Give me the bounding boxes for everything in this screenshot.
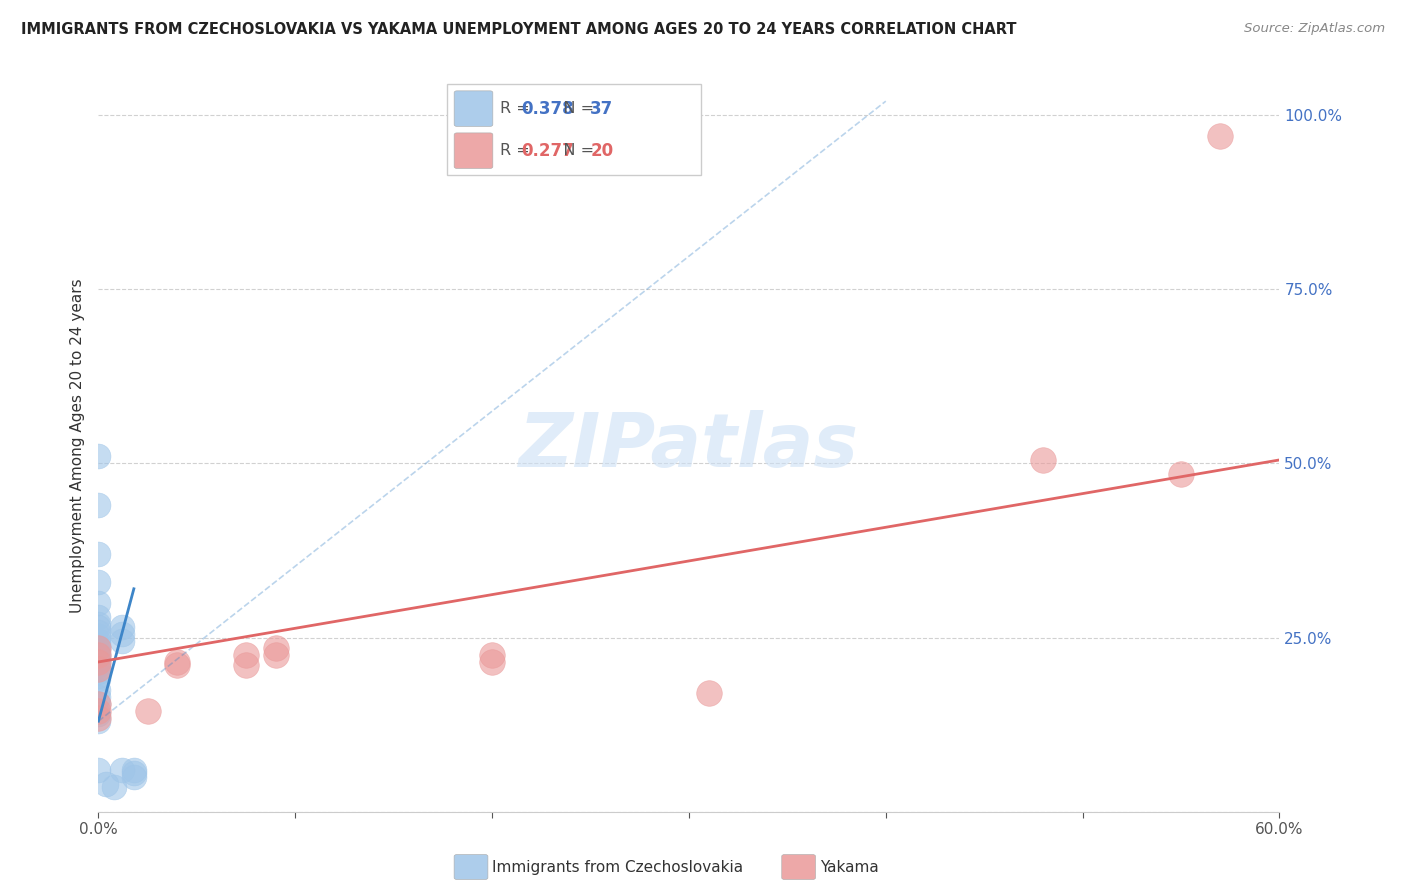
Point — [87, 640, 110, 655]
Point — [87, 658, 110, 673]
Text: N =: N = — [548, 101, 599, 116]
Point — [87, 616, 110, 631]
Text: 0.277: 0.277 — [522, 142, 575, 160]
Point — [235, 648, 257, 662]
Point — [87, 697, 110, 711]
Point — [111, 620, 134, 634]
Point — [96, 777, 118, 791]
Point — [136, 704, 159, 718]
Point — [87, 648, 110, 662]
Point — [87, 673, 110, 687]
Point — [87, 669, 110, 683]
Point — [87, 450, 110, 464]
Point — [87, 707, 110, 722]
Point — [87, 634, 110, 648]
Text: R =: R = — [501, 101, 536, 116]
Point — [87, 640, 110, 655]
Point — [235, 658, 257, 673]
Point — [87, 690, 110, 704]
Point — [87, 662, 110, 676]
Point — [87, 655, 110, 669]
Point — [87, 620, 110, 634]
Text: IMMIGRANTS FROM CZECHOSLOVAKIA VS YAKAMA UNEMPLOYMENT AMONG AGES 20 TO 24 YEARS : IMMIGRANTS FROM CZECHOSLOVAKIA VS YAKAMA… — [21, 22, 1017, 37]
Point — [87, 697, 110, 711]
Point — [87, 665, 110, 680]
Text: N =: N = — [548, 144, 599, 158]
Point — [87, 682, 110, 697]
Point — [87, 609, 110, 624]
Point — [122, 766, 145, 780]
Text: R =: R = — [501, 144, 536, 158]
Point — [87, 638, 110, 652]
Point — [111, 627, 134, 641]
Point — [264, 640, 287, 655]
Point — [87, 498, 110, 512]
Text: Source: ZipAtlas.com: Source: ZipAtlas.com — [1244, 22, 1385, 36]
Point — [122, 770, 145, 784]
Point — [87, 629, 110, 643]
Text: 37: 37 — [591, 100, 613, 118]
Point — [1170, 467, 1192, 481]
Point — [87, 704, 110, 718]
Point — [481, 648, 503, 662]
Point — [87, 662, 110, 676]
Point — [87, 714, 110, 728]
Point — [87, 596, 110, 610]
Point — [166, 658, 188, 673]
Point — [166, 655, 188, 669]
Point — [111, 763, 134, 777]
Point — [264, 648, 287, 662]
Text: 0.378: 0.378 — [522, 100, 575, 118]
Point — [481, 655, 503, 669]
Point — [87, 651, 110, 665]
Point — [87, 547, 110, 561]
Point — [103, 780, 125, 795]
Point — [111, 634, 134, 648]
Point — [87, 763, 110, 777]
Point — [87, 574, 110, 589]
Text: ZIPatlas: ZIPatlas — [519, 409, 859, 483]
Point — [87, 648, 110, 662]
Point — [1032, 453, 1054, 467]
Point — [87, 711, 110, 725]
Point — [87, 625, 110, 640]
Point — [1209, 128, 1232, 143]
Y-axis label: Unemployment Among Ages 20 to 24 years: Unemployment Among Ages 20 to 24 years — [69, 278, 84, 614]
Point — [87, 644, 110, 658]
Text: 20: 20 — [591, 142, 613, 160]
Text: Immigrants from Czechoslovakia: Immigrants from Czechoslovakia — [492, 860, 744, 874]
Point — [122, 763, 145, 777]
Text: Yakama: Yakama — [820, 860, 879, 874]
Point — [87, 655, 110, 669]
Point — [697, 686, 720, 700]
